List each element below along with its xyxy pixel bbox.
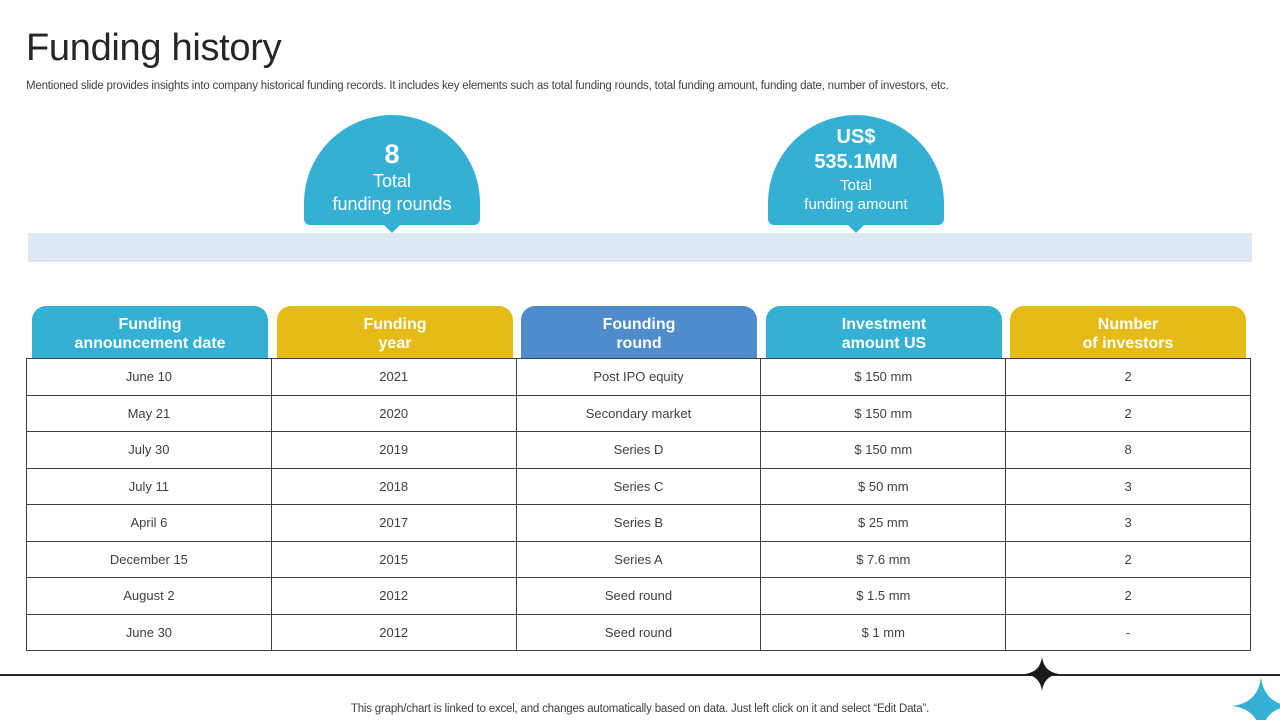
- total-rounds-label-line1: Total: [372, 171, 412, 191]
- cell-date: December 15: [26, 540, 272, 578]
- footer-divider: [0, 674, 1280, 676]
- page-subtitle: Mentioned slide provides insights into c…: [26, 80, 949, 92]
- page-title: Funding history: [26, 27, 282, 69]
- cell-investors: 2: [1005, 577, 1251, 615]
- cell-date: June 30: [26, 613, 272, 651]
- header-line: Founding: [602, 315, 676, 333]
- header-investment-amount: Investment amount US: [766, 306, 1002, 358]
- cell-round: Post IPO equity: [515, 358, 762, 396]
- cell-round: Seed round: [515, 577, 762, 615]
- cell-amount: $ 25 mm: [760, 504, 1007, 542]
- header-line: of investors: [1082, 334, 1174, 352]
- total-amount-label-line1: Total: [840, 177, 872, 194]
- total-amount-value: US$ 535.1MM: [768, 125, 944, 175]
- cell-round: Seed round: [515, 613, 762, 651]
- total-rounds-label: Total funding rounds: [304, 170, 480, 216]
- cell-year: 2021: [270, 358, 517, 396]
- cell-investors: 8: [1005, 431, 1251, 469]
- header-line: amount US: [841, 334, 927, 352]
- table-row: July 30 2019 Series D $ 150 mm 8: [26, 431, 1251, 469]
- header-line: year: [378, 334, 412, 352]
- header-funding-year: Funding year: [277, 306, 513, 358]
- cell-round: Series A: [515, 540, 762, 578]
- cell-round: Secondary market: [515, 394, 762, 432]
- table-row: May 21 2020 Secondary market $ 150 mm 2: [26, 394, 1251, 432]
- table-row: July 11 2018 Series C $ 50 mm 3: [26, 467, 1251, 505]
- cell-date: May 21: [26, 394, 272, 432]
- header-line: Investment: [841, 315, 927, 333]
- cell-amount: $ 150 mm: [760, 431, 1007, 469]
- cell-amount: $ 150 mm: [760, 358, 1007, 396]
- cell-amount: $ 7.6 mm: [760, 540, 1007, 578]
- total-rounds-bubble: 8 Total funding rounds: [304, 115, 480, 233]
- table-row: April 6 2017 Series B $ 25 mm 3: [26, 504, 1251, 542]
- cell-date: July 30: [26, 431, 272, 469]
- total-amount-currency: US$: [836, 126, 876, 148]
- cell-date: August 2: [26, 577, 272, 615]
- table-row: August 2 2012 Seed round $ 1.5 mm 2: [26, 577, 1251, 615]
- four-point-star-icon: [1232, 677, 1280, 720]
- cell-investors: 2: [1005, 540, 1251, 578]
- total-rounds-label-line2: funding rounds: [332, 194, 452, 214]
- footnote: This graph/chart is linked to excel, and…: [350, 703, 930, 715]
- header-founding-round: Founding round: [521, 306, 757, 358]
- cell-date: June 10: [26, 358, 272, 396]
- cell-year: 2020: [270, 394, 517, 432]
- table-row: December 15 2015 Series A $ 7.6 mm 2: [26, 540, 1251, 578]
- header-line: Number: [1097, 315, 1159, 333]
- header-line: announcement date: [74, 334, 226, 352]
- cell-year: 2018: [270, 467, 517, 505]
- header-line: Funding: [118, 315, 182, 333]
- cell-investors: 3: [1005, 504, 1251, 542]
- table-row: June 10 2021 Post IPO equity $ 150 mm 2: [26, 358, 1251, 396]
- highlight-band: [28, 233, 1252, 262]
- header-line: round: [616, 334, 662, 352]
- cell-investors: 3: [1005, 467, 1251, 505]
- cell-investors: -: [1005, 613, 1251, 651]
- cell-round: Series B: [515, 504, 762, 542]
- header-announcement-date: Funding announcement date: [32, 306, 268, 358]
- cell-year: 2012: [270, 613, 517, 651]
- cell-round: Series C: [515, 467, 762, 505]
- cell-date: July 11: [26, 467, 272, 505]
- blue-star-shape: [1232, 677, 1280, 720]
- cell-investors: 2: [1005, 394, 1251, 432]
- cell-year: 2012: [270, 577, 517, 615]
- funding-table: June 10 2021 Post IPO equity $ 150 mm 2 …: [26, 358, 1251, 651]
- total-amount-bubble: US$ 535.1MM Total funding amount: [768, 115, 944, 233]
- cell-year: 2019: [270, 431, 517, 469]
- cell-date: April 6: [26, 504, 272, 542]
- cell-amount: $ 150 mm: [760, 394, 1007, 432]
- total-amount-label: Total funding amount: [768, 176, 944, 214]
- cell-investors: 2: [1005, 358, 1251, 396]
- table-header-row: Funding announcement date Funding year F…: [32, 306, 1248, 358]
- cell-amount: $ 50 mm: [760, 467, 1007, 505]
- total-amount-label-line2: funding amount: [804, 196, 908, 213]
- table-row: June 30 2012 Seed round $ 1 mm -: [26, 613, 1251, 651]
- total-amount-number: 535.1MM: [814, 151, 898, 173]
- cell-year: 2017: [270, 504, 517, 542]
- cell-amount: $ 1 mm: [760, 613, 1007, 651]
- header-number-of-investors: Number of investors: [1010, 306, 1246, 358]
- dark-star-shape: [1025, 657, 1059, 691]
- cell-round: Series D: [515, 431, 762, 469]
- cell-year: 2015: [270, 540, 517, 578]
- cell-amount: $ 1.5 mm: [760, 577, 1007, 615]
- total-rounds-value: 8: [384, 139, 400, 169]
- header-line: Funding: [363, 315, 427, 333]
- four-point-star-icon: [1025, 657, 1059, 691]
